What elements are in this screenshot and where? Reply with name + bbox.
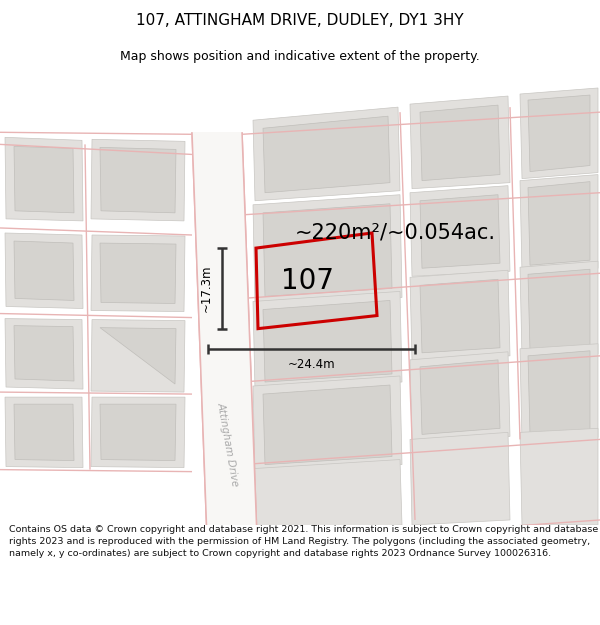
Polygon shape: [253, 459, 402, 530]
Polygon shape: [253, 107, 400, 201]
Polygon shape: [263, 301, 392, 382]
Polygon shape: [420, 360, 500, 434]
Polygon shape: [520, 174, 598, 273]
Polygon shape: [14, 146, 74, 213]
Polygon shape: [410, 96, 510, 189]
Polygon shape: [420, 279, 500, 352]
Text: 107, ATTINGHAM DRIVE, DUDLEY, DY1 3HY: 107, ATTINGHAM DRIVE, DUDLEY, DY1 3HY: [136, 12, 464, 28]
Text: ~220m²/~0.054ac.: ~220m²/~0.054ac.: [295, 223, 496, 243]
Polygon shape: [91, 235, 185, 311]
Polygon shape: [263, 385, 392, 464]
Polygon shape: [420, 105, 500, 181]
Polygon shape: [410, 432, 510, 525]
Text: 107: 107: [281, 268, 334, 296]
Polygon shape: [14, 241, 74, 301]
Polygon shape: [192, 132, 258, 565]
Text: ~17.3m: ~17.3m: [199, 264, 212, 312]
Text: Contains OS data © Crown copyright and database right 2021. This information is : Contains OS data © Crown copyright and d…: [9, 525, 598, 558]
Polygon shape: [263, 116, 390, 192]
Polygon shape: [528, 95, 590, 171]
Polygon shape: [420, 195, 500, 268]
Polygon shape: [100, 328, 176, 384]
Polygon shape: [520, 88, 598, 179]
Polygon shape: [91, 319, 185, 392]
Polygon shape: [520, 261, 598, 358]
Polygon shape: [528, 182, 590, 265]
Polygon shape: [528, 269, 590, 351]
Text: Attingham Drive: Attingham Drive: [215, 401, 241, 488]
Polygon shape: [14, 404, 74, 461]
Polygon shape: [5, 319, 83, 389]
Polygon shape: [410, 270, 510, 361]
Polygon shape: [253, 376, 402, 472]
Polygon shape: [91, 139, 185, 221]
Text: Map shows position and indicative extent of the property.: Map shows position and indicative extent…: [120, 49, 480, 62]
Polygon shape: [520, 428, 598, 525]
Polygon shape: [410, 352, 510, 442]
Polygon shape: [100, 404, 176, 461]
Polygon shape: [14, 326, 74, 381]
Polygon shape: [263, 204, 392, 296]
Polygon shape: [100, 148, 176, 213]
Text: ~24.4m: ~24.4m: [287, 358, 335, 371]
Polygon shape: [253, 291, 402, 390]
Polygon shape: [520, 344, 598, 441]
Polygon shape: [5, 138, 83, 221]
Polygon shape: [91, 397, 185, 468]
Polygon shape: [100, 243, 176, 304]
Polygon shape: [5, 397, 83, 468]
Polygon shape: [192, 132, 258, 565]
Polygon shape: [253, 195, 402, 306]
Polygon shape: [410, 186, 510, 276]
Polygon shape: [528, 351, 590, 434]
Polygon shape: [5, 233, 83, 309]
